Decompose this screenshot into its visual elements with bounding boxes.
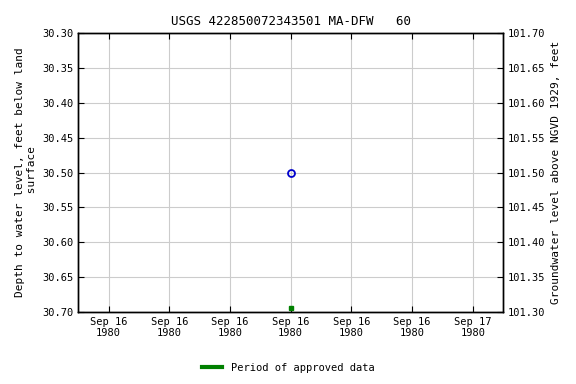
Y-axis label: Depth to water level, feet below land
 surface: Depth to water level, feet below land su… <box>15 48 37 298</box>
Y-axis label: Groundwater level above NGVD 1929, feet: Groundwater level above NGVD 1929, feet <box>551 41 561 304</box>
Title: USGS 422850072343501 MA-DFW   60: USGS 422850072343501 MA-DFW 60 <box>170 15 411 28</box>
Legend: Period of approved data: Period of approved data <box>198 359 378 377</box>
